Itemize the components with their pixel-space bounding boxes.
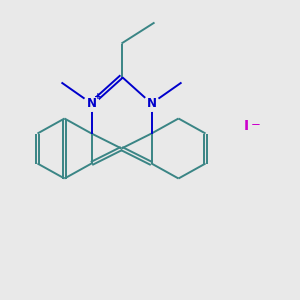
- Circle shape: [84, 96, 99, 111]
- Text: I: I: [244, 119, 249, 133]
- Text: N: N: [146, 97, 157, 110]
- Text: +: +: [94, 92, 102, 101]
- Circle shape: [144, 96, 159, 111]
- Text: N: N: [86, 97, 97, 110]
- Text: −: −: [250, 118, 260, 131]
